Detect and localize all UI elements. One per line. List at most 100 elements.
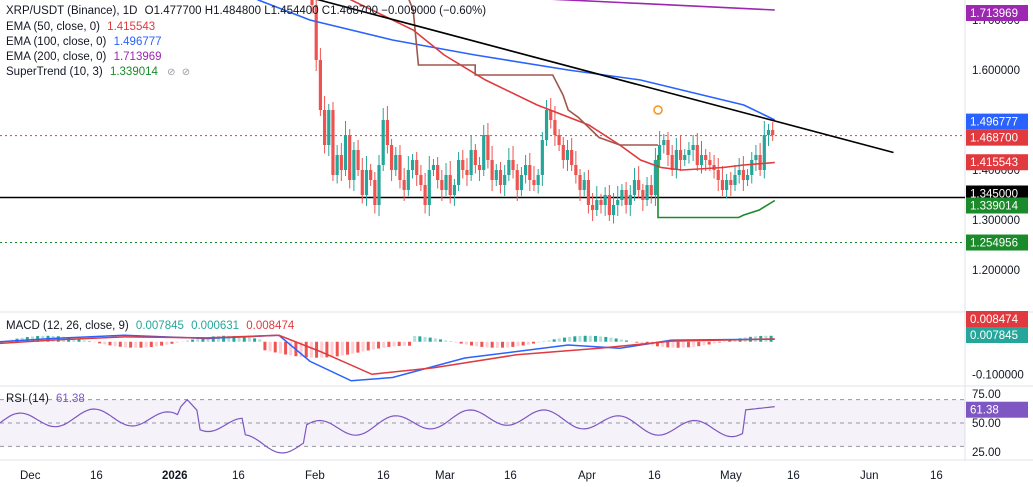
macd-histogram-bar xyxy=(211,336,215,342)
candle-body xyxy=(716,170,720,180)
hide-icon[interactable]: ⊘ xyxy=(167,67,176,78)
macd-histogram-bar xyxy=(397,341,401,346)
candle-body xyxy=(343,135,348,170)
candle-body xyxy=(498,170,503,185)
macd-histogram-bar xyxy=(325,341,329,358)
candle-body xyxy=(591,205,595,210)
supertrend-value: 1.339014 xyxy=(109,66,158,78)
candle-body xyxy=(507,160,511,175)
candle-body xyxy=(641,190,645,200)
macd-histogram-bar xyxy=(614,338,618,342)
rsi-tick-label: 50.00 xyxy=(972,418,1001,430)
macd-histogram-bar xyxy=(408,341,412,346)
candle-body xyxy=(624,190,628,205)
candle-body xyxy=(582,180,586,190)
candle-body xyxy=(369,170,373,180)
macd-histogram-bar xyxy=(599,336,603,342)
candle-body xyxy=(586,180,591,205)
macd-histogram-bar xyxy=(588,335,592,342)
macd-tag xyxy=(966,327,1028,343)
rsi-tag xyxy=(966,401,1028,418)
candle-body xyxy=(427,170,431,205)
macd-histogram-bar xyxy=(619,339,623,342)
candle-body xyxy=(511,160,515,170)
ema100-label: EMA (100, close, 0) xyxy=(6,36,107,48)
time-axis-label: Mar xyxy=(435,470,455,482)
macd-histogram-bar xyxy=(547,340,551,342)
macd-histogram-bar xyxy=(56,336,60,342)
macd-histogram-bar xyxy=(697,341,701,347)
macd-histogram-bar xyxy=(170,341,174,344)
candle-body xyxy=(532,180,536,185)
candle-body xyxy=(490,160,494,180)
series-line xyxy=(316,0,894,154)
ema100-legend: EMA (100, close, 0) 1.496777 xyxy=(6,35,162,49)
settings-icon[interactable]: ⊘ xyxy=(181,67,191,78)
price-tag xyxy=(966,129,1028,146)
macd-histogram-bar xyxy=(635,341,639,343)
macd-histogram-bar xyxy=(335,341,339,357)
candle-body xyxy=(733,175,737,185)
macd-histogram-bar xyxy=(392,341,396,347)
macd-histogram-bar xyxy=(428,337,432,342)
series-line xyxy=(551,0,775,11)
candle-body xyxy=(515,170,519,190)
macd-histogram-bar xyxy=(92,341,96,343)
macd-histogram-bar xyxy=(506,341,510,348)
macd-histogram-bar xyxy=(568,336,572,342)
candle-body xyxy=(398,155,402,180)
macd-histogram-bar xyxy=(154,341,158,347)
macd-legend: MACD (12, 26, close, 9) 0.007845 0.00063… xyxy=(6,319,294,333)
candle-body xyxy=(683,155,687,160)
macd-tag-label: 0.008474 xyxy=(970,314,1019,326)
macd-histogram-bar xyxy=(681,341,685,348)
macd-histogram-bar xyxy=(433,338,437,342)
candle-body xyxy=(381,120,385,165)
candle-body xyxy=(356,150,360,170)
supertrend-legend: SuperTrend (10, 3) 1.339014 ⊘ ⊘ xyxy=(6,65,190,80)
series-line xyxy=(657,155,776,219)
time-axis-label: 16 xyxy=(930,470,943,482)
candle-body xyxy=(649,185,653,195)
macd-histogram-bar xyxy=(655,341,659,347)
macd-histogram-bar xyxy=(77,339,81,342)
macd-histogram-bar xyxy=(165,341,169,345)
macd-histogram-bar xyxy=(175,341,179,343)
candle-body xyxy=(603,195,607,205)
macd-histogram-bar xyxy=(196,338,200,342)
candle-body xyxy=(465,170,469,175)
price-tag xyxy=(966,234,1028,251)
candle-body xyxy=(335,155,339,175)
macd-histogram-bar xyxy=(72,338,76,342)
rsi-value: 61.38 xyxy=(56,393,85,405)
macd-histogram-bar xyxy=(413,335,417,342)
candle-body xyxy=(574,165,578,175)
price-tick-label: 1.600000 xyxy=(972,65,1020,77)
macd-line xyxy=(0,334,775,382)
ohlc-readout: O1.477700 H1.484800 L1.454400 C1.468700 … xyxy=(144,5,487,17)
candle-body xyxy=(678,150,683,160)
candle-body xyxy=(519,175,524,190)
macd-histogram-bar xyxy=(387,341,391,347)
candle-body xyxy=(720,180,725,190)
candle-body xyxy=(473,150,477,165)
ema50-value: 1.415543 xyxy=(107,21,156,33)
time-axis-label: 16 xyxy=(504,470,517,482)
macd-histogram-bar xyxy=(676,341,680,348)
candle-body xyxy=(745,175,750,180)
macd-histogram-bar xyxy=(149,341,153,347)
macd-histogram-bar xyxy=(118,341,122,347)
ema200-legend: EMA (200, close, 0) 1.713969 xyxy=(6,50,162,64)
candle-body xyxy=(352,150,356,180)
candle-body xyxy=(666,140,670,155)
candle-body xyxy=(561,145,565,160)
time-axis-label: Feb xyxy=(305,470,325,482)
time-axis-label: 2026 xyxy=(162,470,188,482)
macd-histogram-bar xyxy=(371,341,375,350)
macd-histogram-bar xyxy=(304,341,308,358)
macd-histogram-bar xyxy=(361,341,365,352)
macd-histogram-bar xyxy=(485,341,489,348)
supertrend-label: SuperTrend (10, 3) xyxy=(6,66,103,78)
macd-histogram-bar xyxy=(206,336,210,342)
